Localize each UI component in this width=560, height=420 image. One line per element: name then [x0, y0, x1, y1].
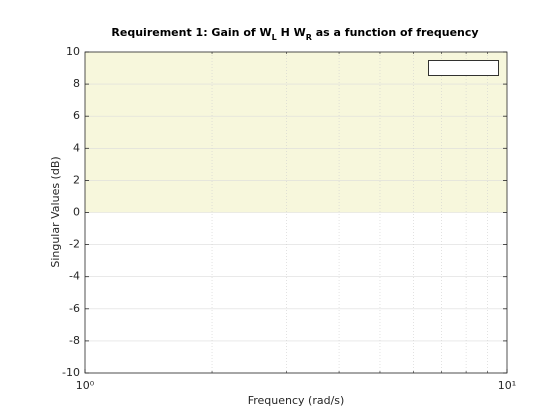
x-tick-label: 10⁰ [76, 379, 95, 392]
y-tick-label: -4 [69, 270, 80, 283]
x-axis-label: Frequency (rad/s) [248, 394, 345, 407]
requirement-region [85, 52, 507, 213]
y-tick-label: 4 [73, 141, 80, 154]
chart-title: Requirement 1: Gain of WL H WR as a func… [111, 26, 478, 42]
legend-box [428, 60, 499, 76]
title-subscript: R [306, 33, 312, 42]
y-axis-label: Singular Values (dB) [49, 156, 62, 267]
y-tick-label: 10 [66, 45, 80, 58]
y-tick-label: 2 [73, 173, 80, 186]
y-tick-label: -10 [62, 366, 80, 379]
title-text: as a function of frequency [312, 26, 479, 39]
title-text: Requirement 1: Gain of W [111, 26, 271, 39]
title-text: H W [277, 26, 306, 39]
y-tick-label: 0 [73, 206, 80, 219]
y-tick-label: -2 [69, 238, 80, 251]
y-tick-label: 8 [73, 77, 80, 90]
y-tick-label: -6 [69, 302, 80, 315]
y-tick-label: 6 [73, 109, 80, 122]
x-tick-label: 10¹ [498, 379, 516, 392]
title-subscript: L [272, 33, 277, 42]
y-tick-label: -8 [69, 334, 80, 347]
